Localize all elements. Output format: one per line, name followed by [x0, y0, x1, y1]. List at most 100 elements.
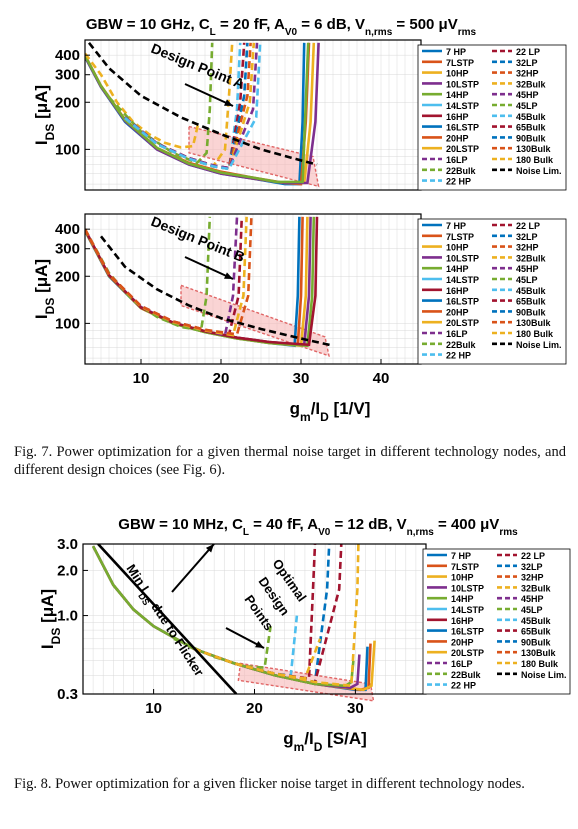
chart-panel-design-point-b: 100 200 300 400 10 20 30 40 IDS [μA] 7 HP7LSTP10H… [32, 213, 567, 387]
legend-label: 16LP [451, 659, 473, 669]
optimal-design-region [188, 125, 320, 188]
y-tick-label: 300 [55, 67, 80, 84]
optimal-design-region [180, 284, 330, 357]
y-tick-label: 100 [55, 315, 80, 332]
legend-label: 22 LP [516, 47, 540, 57]
figure-7-x-axis-label: gm/ID [1/V] [290, 399, 371, 424]
legend-label: 16LSTP [446, 297, 479, 307]
legend-label: 16HP [451, 616, 474, 626]
legend-label: 10HP [446, 69, 469, 79]
series-line-7 [108, 42, 214, 165]
legend-label: 45Bulk [521, 616, 552, 626]
legend-label: 45HP [516, 264, 539, 274]
legend-label: 32LP [516, 58, 538, 68]
series-line-16 [87, 41, 318, 166]
figure-7-title: GBW = 10 GHz, CL = 20 fF, AV0 = 6 dB, Vn… [86, 16, 477, 38]
series-line-13 [97, 544, 238, 694]
legend-label: 20HP [451, 637, 474, 647]
legend-label: 32LP [521, 562, 543, 572]
series-line-15 [124, 42, 262, 171]
legend-label: 22Bulk [446, 340, 477, 350]
legend-label: 32LP [516, 232, 538, 242]
legend-label: 16LSTP [446, 123, 479, 133]
y-tick-label: 200 [55, 268, 80, 285]
legend-label: 7LSTP [446, 232, 474, 242]
legend-label: 14HP [446, 90, 469, 100]
legend-label: 22 LP [521, 551, 545, 561]
legend-label: 14HP [446, 264, 469, 274]
series-group [91, 544, 376, 694]
legend-label: 22 HP [446, 177, 471, 187]
legend-label: 20HP [446, 133, 469, 143]
x-tick-label: 20 [246, 700, 263, 717]
legend-label: 45Bulk [516, 286, 547, 296]
series-group [85, 216, 334, 348]
legend-label: 180 Bulk [521, 659, 559, 669]
figure-8-caption: Fig. 8. Power optimization for a given f… [14, 776, 525, 792]
flicker-limit-arrow-head [205, 544, 214, 553]
legend-label: 32HP [516, 69, 539, 79]
legend-label: 130Bulk [516, 144, 552, 154]
legend-label: 32Bulk [516, 79, 547, 89]
series-line-6 [173, 626, 272, 669]
flicker-limit-arrow [171, 543, 215, 593]
legend-label: 45LP [521, 605, 543, 615]
y-tick-label: 400 [55, 47, 80, 64]
legend-label: 10HP [446, 243, 469, 253]
legend-label: 16HP [446, 112, 469, 122]
optimal-points-arrow-head [255, 641, 264, 648]
legend-label: 14LSTP [446, 275, 479, 285]
series-line-11 [193, 544, 360, 688]
legend-label: Noise Lim. [521, 670, 567, 680]
legend-label: 32Bulk [521, 583, 552, 593]
y-tick-label: 3.0 [57, 536, 78, 553]
legend-label: 130Bulk [521, 648, 557, 658]
legend-label: 90Bulk [516, 307, 547, 317]
y-tick-label: 0.3 [57, 686, 78, 703]
legend-label: 20LSTP [446, 318, 479, 328]
legend-label: 32HP [521, 573, 544, 583]
y-axis-label: IDS [μA] [38, 589, 63, 649]
legend-label: 7 HP [446, 47, 466, 57]
y-tick-label: 400 [55, 221, 80, 238]
legend-label: 22Bulk [451, 670, 482, 680]
annotation-arrow-head [224, 272, 233, 279]
legend-label: 90Bulk [521, 637, 552, 647]
figure-7-caption: Fig. 7. Power optimization for a given t… [14, 444, 566, 478]
y-tick-label: 1.0 [57, 608, 78, 625]
legend-label: 22 HP [446, 351, 471, 361]
y-tick-label: 300 [55, 241, 80, 258]
legend-label: 180 Bulk [516, 155, 554, 165]
legend-label: Noise Lim. [516, 340, 562, 350]
legend-label: 16LP [446, 329, 468, 339]
legend-label: 20LSTP [446, 144, 479, 154]
annotation-arrow [184, 256, 234, 280]
legend-label: 10LSTP [446, 79, 479, 89]
y-tick-label: 100 [55, 141, 80, 158]
series-line-6 [85, 52, 200, 149]
x-tick-label: 10 [145, 700, 162, 717]
legend-label: 14LSTP [446, 101, 479, 111]
legend-label: 45Bulk [516, 112, 547, 122]
legend-label: 90Bulk [516, 133, 547, 143]
legend-label: 22 LP [516, 221, 540, 231]
legend-label: 22Bulk [446, 166, 477, 176]
legend-label: 16LSTP [451, 627, 484, 637]
annotation-arrow [184, 83, 234, 107]
legend-label: 65Bulk [516, 297, 547, 307]
y-tick-label: 2.0 [57, 562, 78, 579]
legend-label: 7 HP [451, 551, 471, 561]
figure-8-title: GBW = 10 MHz, CL = 40 fF, AV0 = 12 dB, V… [118, 516, 518, 538]
x-tick-label: 30 [347, 700, 364, 717]
x-tick-label: 30 [293, 370, 310, 387]
y-axis-label: IDS [μA] [32, 259, 57, 319]
series-line-11 [85, 216, 253, 336]
legend-label: 14LSTP [451, 605, 484, 615]
x-tick-label: 40 [373, 370, 390, 387]
annotation-arrow-head [224, 99, 233, 106]
x-tick-label: 20 [213, 370, 230, 387]
legend-label: 45LP [516, 275, 538, 285]
